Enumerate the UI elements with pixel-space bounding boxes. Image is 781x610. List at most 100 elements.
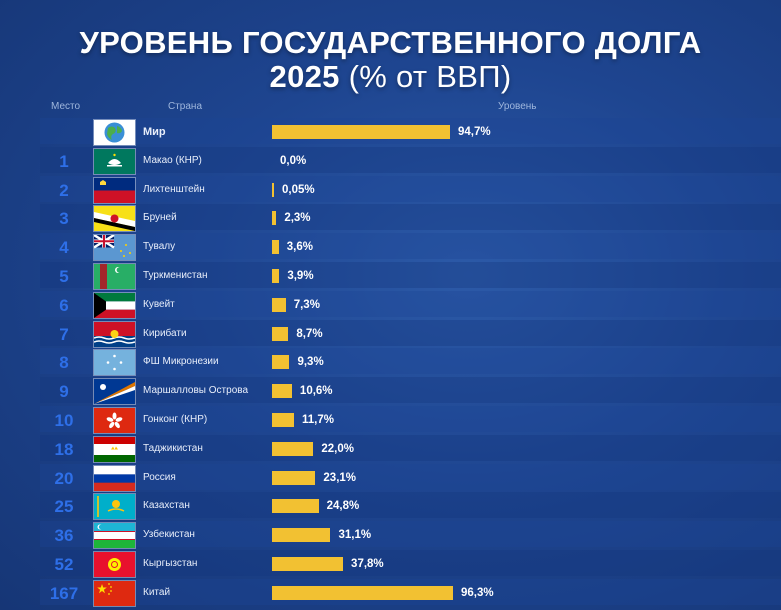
row-background (40, 290, 781, 317)
rank-label: 8 (59, 353, 69, 373)
row-background (40, 377, 781, 404)
liechtenstein-flag (94, 177, 135, 203)
value-label: 0,0% (280, 154, 307, 167)
bar (272, 326, 289, 341)
country-label: Кувейт (143, 298, 175, 310)
uzbekistan-flag (94, 523, 135, 549)
turkmenistan-flag (94, 264, 135, 289)
row-background (40, 175, 781, 202)
country-label: Макао (КНР) (143, 154, 202, 166)
macau-flag (94, 148, 135, 174)
country-label: Маршалловы Острова (143, 385, 249, 397)
title-year: 2025 (269, 59, 340, 94)
title-line2: 2025 (% от ВВП) (0, 60, 781, 94)
value-label: 24,8% (326, 500, 360, 513)
country-label: Узбекистан (143, 529, 195, 541)
bar (272, 441, 314, 456)
row-background (40, 262, 781, 288)
rank-label: 1 (59, 151, 69, 171)
bar (272, 355, 290, 370)
rank-label: 25 (54, 497, 74, 517)
row-background (40, 146, 781, 173)
value-label: 3,9% (287, 270, 314, 282)
tuvalu-flag (94, 235, 135, 261)
value-label: 96,3% (461, 586, 494, 599)
row-background (40, 348, 781, 375)
value-label: 2,3% (284, 212, 311, 225)
row-background (40, 550, 781, 576)
row-background (40, 204, 781, 231)
rank-label: 9 (59, 382, 69, 402)
title-unit: (% от ВВП) (348, 59, 512, 94)
column-header-rank: Место (51, 101, 81, 112)
chart-title: УРОВЕНЬ ГОСУДАРСТВЕННОГО ДОЛГА 2025 (% о… (0, 26, 781, 94)
country-label: Россия (143, 471, 176, 483)
kazakhstan-flag (94, 494, 135, 520)
country-label: Бруней (143, 212, 177, 224)
kyrgyzstan-flag (94, 552, 135, 577)
rank-label: 4 (59, 238, 69, 258)
rank-label: 36 (54, 526, 74, 546)
title-line1: УРОВЕНЬ ГОСУДАРСТВЕННОГО ДОЛГА (79, 25, 702, 60)
rank-label: 7 (59, 324, 69, 344)
bar (272, 269, 280, 283)
row-background (40, 492, 781, 519)
column-header-level: Уровень (498, 101, 537, 112)
country-label: Таджикистан (143, 442, 203, 454)
bar (272, 557, 344, 571)
value-label: 11,7% (301, 414, 334, 426)
rank-label: 2 (59, 180, 69, 200)
bar (272, 384, 292, 399)
russia-flag (94, 465, 135, 491)
globe-icon (94, 120, 135, 145)
country-label: Казахстан (143, 500, 190, 512)
kiribati-flag (94, 321, 135, 347)
value-label: 22,0% (321, 442, 354, 455)
marshall-islands-flag (94, 379, 135, 405)
column-header-country: Страна (168, 101, 203, 112)
hong-kong-flag (94, 408, 135, 433)
row-background (40, 434, 781, 461)
bar (272, 297, 286, 312)
micronesia-flag (94, 350, 135, 376)
rank-label: 52 (54, 555, 74, 574)
rank-label: 18 (54, 439, 74, 459)
row-background (40, 319, 781, 346)
country-label: Туркменистан (143, 270, 208, 281)
value-label: 23,1% (323, 471, 357, 484)
rank-label: 10 (54, 411, 74, 430)
brunei-flag (94, 206, 135, 232)
country-label: Мир (143, 126, 166, 138)
country-label: Лихтенштейн (143, 183, 205, 195)
country-label: Тувалу (143, 241, 176, 253)
value-label: 8,7% (296, 327, 323, 340)
value-label: 3,6% (286, 241, 313, 254)
value-label: 10,6% (299, 385, 333, 398)
country-label: Кыргызстан (143, 558, 198, 569)
rank-label: 3 (59, 209, 69, 229)
rank-label: 167 (49, 583, 79, 603)
rank-label: 20 (54, 468, 74, 488)
value-label: 31,1% (338, 529, 372, 542)
bar (272, 528, 331, 543)
country-label: Китай (143, 586, 171, 598)
bar (272, 240, 279, 255)
row-background (40, 406, 781, 432)
row-background (40, 233, 781, 260)
value-label: 37,8% (351, 558, 384, 570)
rank-label: 5 (59, 267, 69, 286)
value-label: 7,3% (293, 298, 320, 311)
bar (272, 125, 450, 139)
row-background (40, 463, 781, 490)
bar (272, 182, 274, 197)
country-label: Гонконг (КНР) (143, 414, 208, 425)
bar (272, 585, 453, 600)
bar (272, 470, 316, 485)
value-label: 9,3% (297, 356, 324, 369)
bar (272, 211, 277, 226)
value-label: 0,05% (282, 183, 315, 196)
bar (272, 413, 294, 427)
bar (272, 499, 319, 514)
rank-label: 6 (59, 295, 69, 315)
kuwait-flag (94, 292, 135, 318)
